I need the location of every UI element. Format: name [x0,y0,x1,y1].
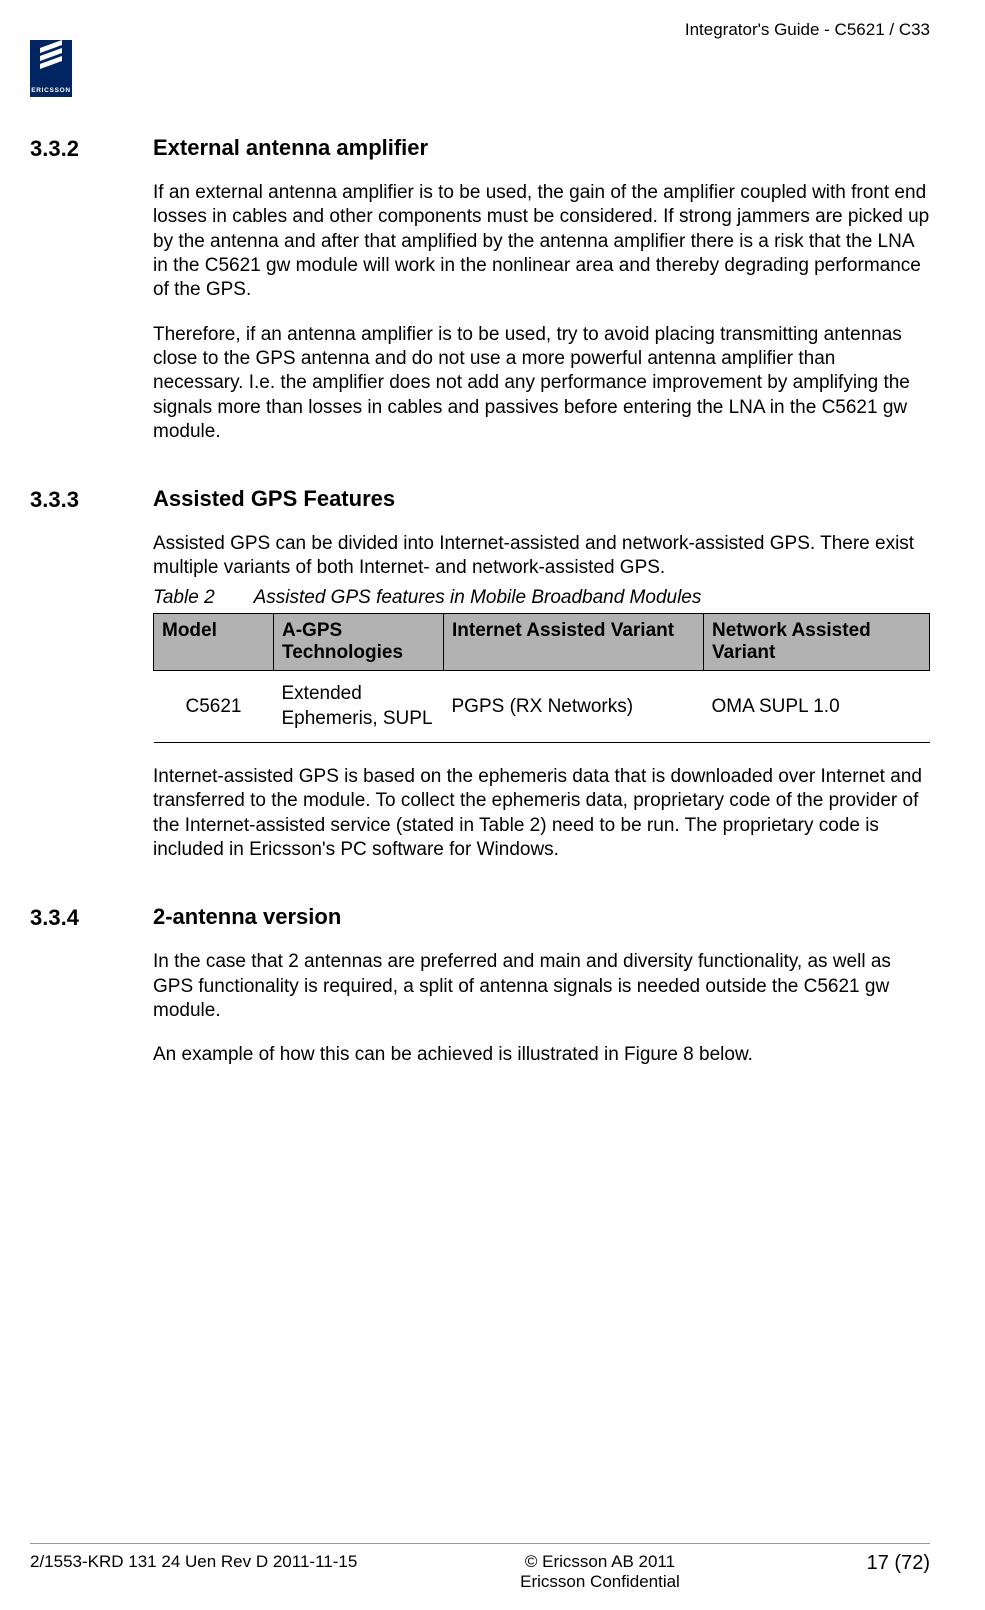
table-row: C5621 Extended Ephemeris, SUPL PGPS (RX … [154,670,930,742]
table-cell: PGPS (RX Networks) [444,670,704,742]
footer-copyright: © Ericsson AB 2011 [370,1552,830,1572]
section-3-3-4: 3.3.4 2-antenna version In the case that… [30,904,930,1087]
page-content: 3.3.2 External antenna amplifier If an e… [30,110,930,1088]
ericsson-logo: ERICSSON [30,40,72,97]
section-heading: External antenna amplifier [153,135,930,161]
table-cell: C5621 [154,670,274,742]
table-caption: Table 2 Assisted GPS features in Mobile … [153,587,930,609]
page-header: Integrator's Guide - C5621 / C33 ERICSSO… [30,20,930,110]
footer-left: 2/1553-KRD 131 24 Uen Rev D 2011-11-15 [30,1552,370,1572]
document-title: Integrator's Guide - C5621 / C33 [685,20,930,40]
section-3-3-2: 3.3.2 External antenna amplifier If an e… [30,135,930,464]
table-header-cell: Model [154,613,274,670]
table-caption-text: Assisted GPS features in Mobile Broadban… [254,587,702,608]
page: Integrator's Guide - C5621 / C33 ERICSSO… [0,0,985,1610]
table-header-cell: Network Assisted Variant [704,613,930,670]
section-number: 3.3.4 [30,904,135,1087]
section-heading: Assisted GPS Features [153,486,930,512]
section-number: 3.3.2 [30,135,135,464]
paragraph: An example of how this can be achieved i… [153,1043,930,1067]
table-cell: Extended Ephemeris, SUPL [274,670,444,742]
logo-text: ERICSSON [31,87,71,94]
table-caption-label: Table 2 [153,587,249,609]
table-header-row: Model A-GPS Technologies Internet Assist… [154,613,930,670]
table-header-cell: A-GPS Technologies [274,613,444,670]
section-3-3-3: 3.3.3 Assisted GPS Features Assisted GPS… [30,486,930,882]
paragraph: Therefore, if an antenna amplifier is to… [153,323,930,445]
table-header-cell: Internet Assisted Variant [444,613,704,670]
footer-confidential: Ericsson Confidential [370,1572,830,1592]
footer-page-number: 17 (72) [830,1552,930,1575]
footer-center: © Ericsson AB 2011 Ericsson Confidential [370,1552,830,1592]
paragraph: Assisted GPS can be divided into Interne… [153,532,930,581]
logo-bars-icon [40,44,62,65]
section-body: External antenna amplifier If an externa… [153,135,930,464]
section-number: 3.3.3 [30,486,135,882]
section-body: Assisted GPS Features Assisted GPS can b… [153,486,930,882]
section-heading: 2-antenna version [153,904,930,930]
section-body: 2-antenna version In the case that 2 ant… [153,904,930,1087]
agps-features-table: Model A-GPS Technologies Internet Assist… [153,613,930,743]
page-footer: 2/1553-KRD 131 24 Uen Rev D 2011-11-15 ©… [30,1543,930,1592]
table-cell: OMA SUPL 1.0 [704,670,930,742]
paragraph: If an external antenna amplifier is to b… [153,181,930,303]
paragraph: In the case that 2 antennas are preferre… [153,950,930,1023]
paragraph: Internet-assisted GPS is based on the ep… [153,765,930,862]
